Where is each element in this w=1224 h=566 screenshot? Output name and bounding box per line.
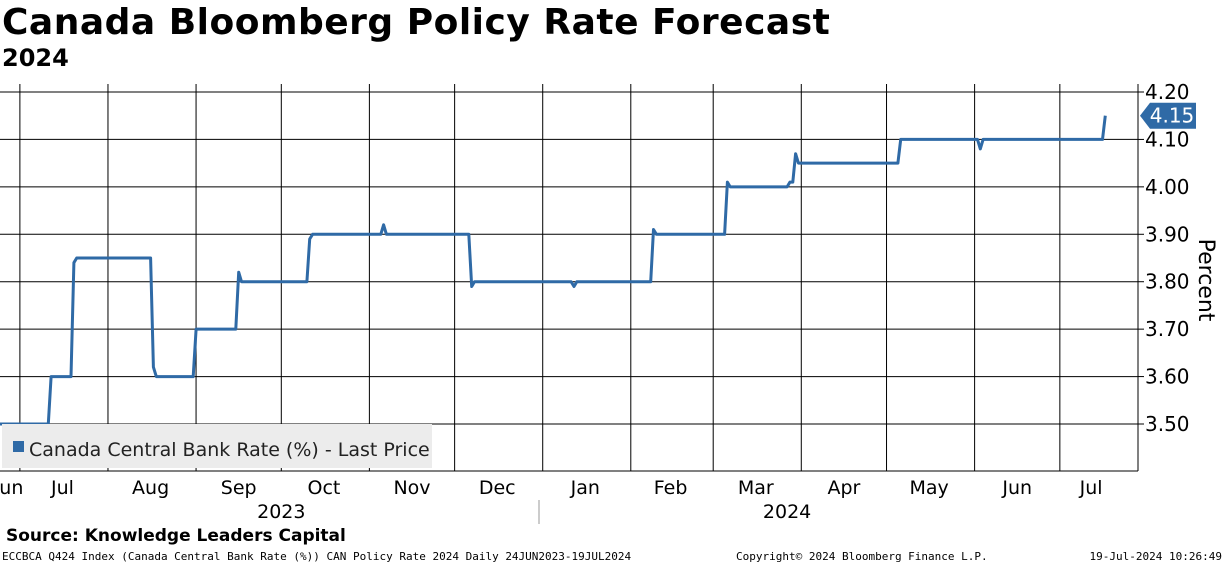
- x-month-label: Aug: [132, 477, 169, 499]
- legend-swatch: [13, 441, 24, 452]
- x-month-label: Oct: [307, 477, 340, 499]
- x-year-label: 2024: [763, 501, 811, 523]
- footer-timestamp: 19-Jul-2024 10:26:49: [1089, 550, 1222, 563]
- last-value-label: 4.15: [1150, 104, 1195, 128]
- axes: [0, 84, 1139, 524]
- x-month-label: Apr: [827, 477, 860, 499]
- chart-title: Canada Bloomberg Policy Rate Forecast: [2, 2, 831, 43]
- x-month-label: Jul: [1079, 477, 1103, 499]
- x-month-label: Feb: [654, 477, 688, 499]
- x-month-label: Dec: [479, 477, 516, 499]
- x-month-label: Sep: [221, 477, 257, 499]
- series-line-0: [0, 115, 1107, 426]
- x-month-label: May: [910, 477, 949, 499]
- x-ticks: Jun Jul Aug Sep Oct Nov Dec Jan Feb Mar Apr May Jun J…: [0, 477, 1103, 523]
- last-value-tag: 4.15: [1140, 102, 1196, 129]
- legend-label: Canada Central Bank Rate (%) - Last Pric…: [29, 439, 430, 461]
- x-year-label: 2023: [257, 501, 305, 523]
- x-month-label: Mar: [738, 477, 774, 499]
- y-axis-label: Percent: [1193, 239, 1218, 322]
- y-ticks: 3.50 3.60 3.70 3.80 3.90 4.00 4.10 4.20: [1138, 80, 1190, 436]
- x-month-label: Jan: [570, 477, 600, 499]
- y-tick-label: 4.00: [1145, 175, 1190, 199]
- x-month-label: Jun: [1001, 477, 1032, 499]
- y-tick-label: 3.60: [1145, 365, 1190, 389]
- y-tick-label: 3.50: [1145, 412, 1190, 436]
- last-value-tag-shape: [1140, 102, 1196, 129]
- legend-box: [2, 424, 432, 468]
- y-tick-label: 4.10: [1145, 127, 1190, 151]
- y-tick-label: 3.70: [1145, 317, 1190, 341]
- series-layer: [0, 115, 1107, 426]
- grid: [0, 84, 1138, 471]
- chart-subtitle: 2024: [2, 44, 69, 72]
- footer-ticker-info: ECCBCA Q424 Index (Canada Central Bank R…: [2, 550, 632, 563]
- y-tick-label: 3.90: [1145, 222, 1190, 246]
- x-month-label: Jul: [50, 477, 74, 499]
- y-tick-label: 3.80: [1145, 270, 1190, 294]
- footer-copyright: Copyright© 2024 Bloomberg Finance L.P.: [736, 550, 988, 563]
- x-month-label: Nov: [393, 477, 430, 499]
- legend: Canada Central Bank Rate (%) - Last Pric…: [2, 424, 432, 468]
- source-note: Source: Knowledge Leaders Capital: [6, 526, 346, 546]
- x-month-label: Jun: [0, 477, 23, 499]
- y-tick-label: 4.20: [1145, 80, 1190, 104]
